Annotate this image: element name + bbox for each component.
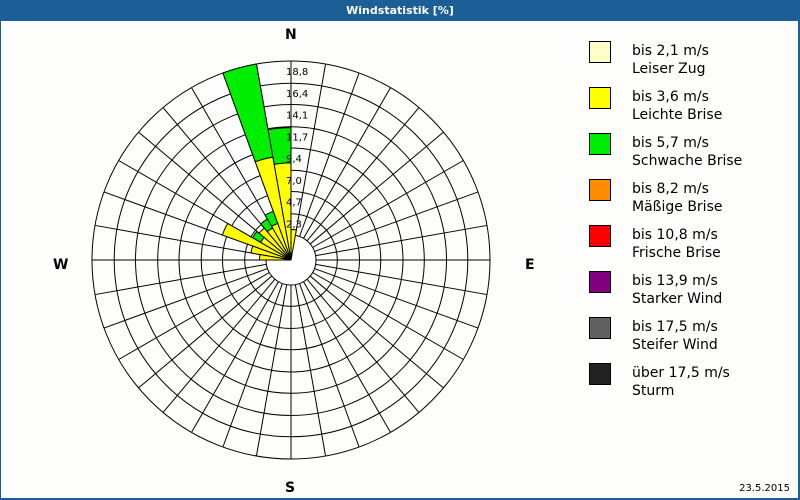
wind-rose-chart: 2,3 4,7 7,0 9,4 11,7 14,1 16,4 18,8 [91,60,491,460]
grid-spoke [303,281,391,433]
grid-spoke [191,281,279,433]
legend-range: bis 10,8 m/s [632,227,718,243]
radial-tick-label: 4,7 [286,198,302,209]
radial-tick-label: 16,4 [286,89,308,100]
legend-range: bis 13,9 m/s [632,273,718,289]
grid-spoke [309,131,444,245]
grid-spoke [315,224,488,257]
wind-sector-bar [221,222,292,261]
legend-label: Frische Brise [632,245,721,261]
legend-label: Leichte Brise [632,107,723,123]
grid-spoke [118,272,270,360]
legend: bis 2,1 m/s Leiser Zug bis 3,6 m/s Leich… [589,41,789,409]
grid-spoke [303,87,391,239]
grid-spoke [222,283,283,448]
grid-spoke [312,160,464,248]
legend-item: bis 8,2 m/s Mäßige Brise [589,179,789,225]
legend-label: Leiser Zug [632,61,706,77]
grid-spoke [315,263,488,296]
legend-swatch [589,41,611,63]
legend-range: bis 5,7 m/s [632,135,709,151]
grid-spoke [306,278,420,413]
legend-label: Steifer Wind [632,337,718,353]
legend-label: Schwache Brise [632,153,743,169]
legend-item: bis 3,6 m/s Leichte Brise [589,87,789,133]
legend-item: über 17,5 m/s Sturm [589,363,789,409]
legend-label: Sturm [632,383,675,399]
grid-spoke [294,284,327,457]
legend-label: Mäßige Brise [632,199,723,215]
legend-range: bis 3,6 m/s [632,89,709,105]
radial-tick-label: 7,0 [286,176,302,187]
radial-tick-label: 14,1 [286,111,308,122]
compass-east-label: E [525,257,535,273]
legend-range: bis 8,2 m/s [632,181,709,197]
grid-spoke [94,263,267,296]
grid-spoke [314,191,479,252]
compass-south-label: S [285,480,296,496]
grid-spoke [299,72,360,237]
legend-swatch [589,225,611,247]
legend-item: bis 2,1 m/s Leiser Zug [589,41,789,87]
radial-tick-label: 18,8 [286,67,308,78]
wind-sector-bar [259,218,274,233]
legend-swatch [589,271,611,293]
grid-spoke [162,278,276,413]
radial-tick-label: 11,7 [286,133,308,144]
grid-spoke [94,224,267,257]
grid-spoke [138,275,273,389]
legend-item: bis 5,7 m/s Schwache Brise [589,133,789,179]
window-title: Windstatistik [%] [346,4,454,17]
legend-range: bis 17,5 m/s [632,319,718,335]
date-label: 23.5.2015 [739,483,790,494]
grid-spoke [312,272,464,360]
legend-swatch [589,133,611,155]
legend-item: bis 10,8 m/s Frische Brise [589,225,789,271]
legend-item: bis 13,9 m/s Starker Wind [589,271,789,317]
grid-spoke [314,268,479,329]
radial-tick-label: 9,4 [286,154,302,165]
wind-sector-bar [222,63,274,163]
wind-sector-bar [251,230,265,244]
grid-spoke [103,268,268,329]
grid-spoke [138,131,273,245]
compass-north-label: N [285,27,297,43]
compass-west-label: W [53,257,69,273]
wind-sector-bar [259,253,292,261]
legend-range: bis 2,1 m/s [632,43,709,59]
grid-spoke [294,63,327,236]
grid-spoke [309,275,444,389]
grid-spoke [255,284,288,457]
grid-spoke [162,107,276,242]
grid-spoke [306,107,420,242]
radial-tick-label: 2,3 [286,220,302,231]
wind-sector-bar [250,245,292,261]
legend-swatch [589,363,611,385]
chart-panel: 2,3 4,7 7,0 9,4 11,7 14,1 16,4 18,8 N E S W bis… [1,21,798,498]
grid-spoke [299,283,360,448]
legend-swatch [589,317,611,339]
wind-sector-bar [264,210,279,228]
legend-item: bis 17,5 m/s Steifer Wind [589,317,789,363]
legend-range: über 17,5 m/s [632,365,730,381]
legend-label: Starker Wind [632,291,723,307]
grid-spoke [191,87,279,239]
legend-swatch [589,87,611,109]
legend-swatch [589,179,611,201]
